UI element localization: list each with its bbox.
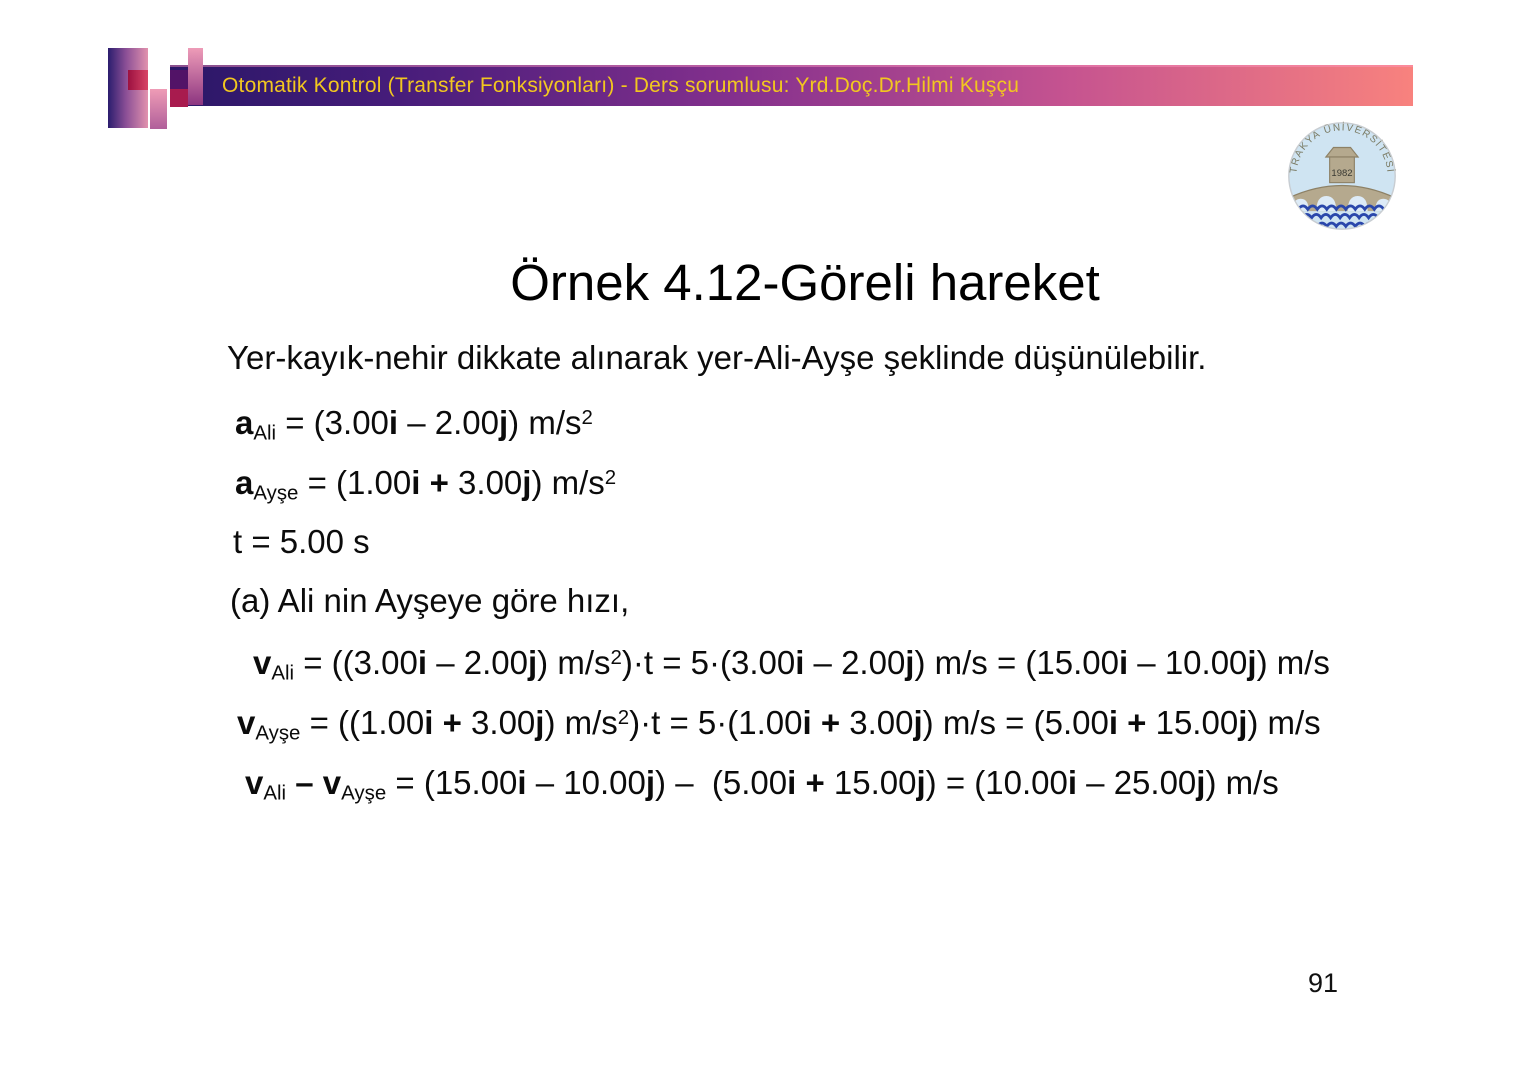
page-number: 91 bbox=[1308, 968, 1339, 998]
intro-text: Yer-kayık-nehir dikkate alınarak yer-Ali… bbox=[227, 339, 1207, 376]
formula-v-diff: vAli – vAyşe = (15.00i – 10.00j) – (5.00… bbox=[245, 764, 1279, 805]
slide-title: Örnek 4.12-Göreli hareket bbox=[510, 254, 1100, 311]
header-title: Otomatik Kontrol (Transfer Fonksiyonları… bbox=[222, 73, 1020, 97]
logo-year: 1982 bbox=[1331, 168, 1352, 179]
deco-square bbox=[128, 70, 148, 90]
university-logo: 1982 TRAKYA ÜNİVERSİTESİ bbox=[1285, 119, 1399, 233]
formula-v-ayse: vAyşe = ((1.00i + 3.00j) m/s2)·t = 5·(1.… bbox=[237, 704, 1321, 745]
question-part-a: (a) Ali nin Ayşeye göre hızı, bbox=[230, 582, 630, 619]
university-logo-icon: 1982 TRAKYA ÜNİVERSİTESİ bbox=[1288, 122, 1396, 230]
formula-a-ali: aAli = (3.00i – 2.00j) m/s2 bbox=[235, 404, 593, 445]
header-bar: Otomatik Kontrol (Transfer Fonksiyonları… bbox=[170, 65, 1413, 106]
deco-square bbox=[170, 70, 188, 107]
formula-v-ali: vAli = ((3.00i – 2.00j) m/s2)·t = 5·(3.0… bbox=[253, 644, 1330, 685]
formula-time: t = 5.00 s bbox=[233, 523, 370, 560]
formula-a-ayse: aAyşe = (1.00i + 3.00j) m/s2 bbox=[235, 464, 617, 505]
deco-square bbox=[150, 89, 167, 129]
deco-square bbox=[188, 48, 203, 105]
